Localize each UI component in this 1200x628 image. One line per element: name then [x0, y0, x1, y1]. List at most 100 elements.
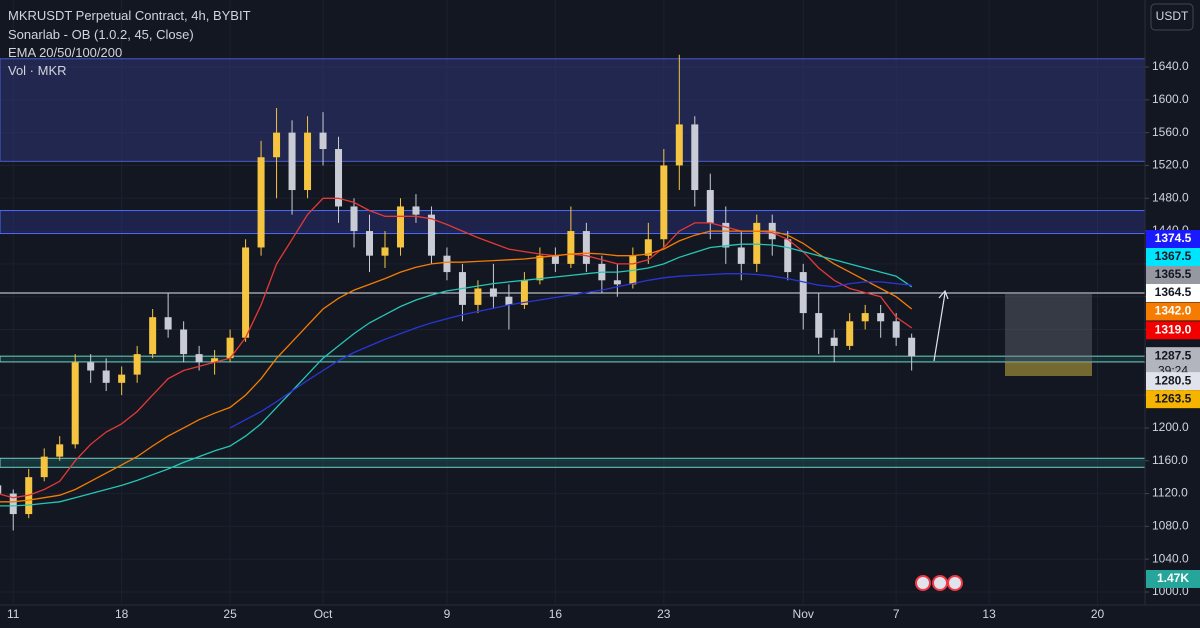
- ema-line: [0, 230, 913, 503]
- indicator-label: Vol · MKR: [8, 63, 67, 78]
- candle-body: [195, 354, 203, 363]
- ema-line: [0, 243, 913, 507]
- price-label: 1365.5: [1155, 267, 1192, 281]
- arrow-head: [938, 289, 949, 300]
- candle-body: [180, 329, 188, 355]
- candle-body: [381, 247, 389, 256]
- x-tick-label: 23: [657, 607, 671, 621]
- y-tick-label: 1080.0: [1152, 519, 1189, 533]
- candle-body: [846, 321, 854, 346]
- x-tick-label: 20: [1091, 607, 1105, 621]
- volume-label-box: [1146, 570, 1200, 588]
- candle-body: [644, 239, 652, 256]
- x-tick-label: 13: [982, 607, 996, 621]
- candle-body: [40, 456, 48, 478]
- event-icons: [915, 575, 963, 591]
- y-tick-label: 1200.0: [1152, 420, 1189, 434]
- indicator-label: EMA 20/50/100/200: [8, 45, 122, 60]
- candle-body: [118, 374, 126, 383]
- candle-body: [660, 165, 668, 240]
- volume-label: 1.47K: [1157, 571, 1189, 585]
- y-tick-label: 1040.0: [1152, 551, 1189, 565]
- candle-body: [582, 231, 590, 264]
- price-label: 1374.5: [1155, 231, 1192, 245]
- candle-body: [288, 132, 296, 191]
- currency-button[interactable]: [1150, 3, 1194, 31]
- order-block: [0, 355, 1145, 363]
- order-block: [0, 457, 1145, 468]
- candle-body: [273, 132, 281, 158]
- price-label: 1367.5: [1155, 249, 1192, 263]
- candle-body: [226, 337, 234, 359]
- zones: [0, 58, 1145, 468]
- candle-body: [350, 206, 358, 232]
- event-icon[interactable]: [932, 575, 948, 591]
- candle-body: [304, 132, 312, 191]
- event-icon[interactable]: [915, 575, 931, 591]
- order-block: [0, 58, 1145, 162]
- price-label-box: [1146, 302, 1200, 321]
- price-label: 1263.5: [1155, 391, 1192, 405]
- price-label: 1319.0: [1155, 322, 1192, 336]
- candle-body: [722, 222, 730, 248]
- candle-body: [474, 288, 482, 305]
- candle-body: [102, 370, 110, 383]
- price-label: 1342.0: [1155, 304, 1192, 318]
- candle-body: [319, 132, 327, 150]
- candle-body: [211, 358, 219, 363]
- candle-body: [164, 317, 172, 330]
- price-label-box: [1146, 229, 1200, 248]
- price-label-box: [1146, 390, 1200, 409]
- candle-body: [536, 255, 544, 281]
- candle-body: [257, 157, 265, 248]
- candle-body: [520, 280, 528, 305]
- candle-body: [675, 124, 683, 166]
- x-tick-label: 7: [893, 607, 900, 621]
- candle-body: [799, 272, 807, 314]
- y-tick-label: 1640.0: [1152, 59, 1189, 73]
- candle-body: [56, 444, 64, 457]
- order-block: [0, 210, 1145, 235]
- price-label-box: [1146, 372, 1200, 391]
- y-tick-label: 1600.0: [1152, 92, 1189, 106]
- price-label: 1287.5: [1155, 348, 1192, 362]
- x-tick-label: 9: [444, 607, 451, 621]
- x-tick-label: Oct: [314, 607, 333, 621]
- x-tick-label: 11: [7, 607, 20, 621]
- candle-body: [861, 313, 869, 322]
- price-label-box: [1146, 283, 1200, 302]
- candle-body: [737, 247, 745, 264]
- candle-body: [412, 206, 420, 215]
- y-tick-label: 1520.0: [1152, 158, 1189, 172]
- arrow: [933, 292, 946, 362]
- currency-label: USDT: [1156, 9, 1189, 23]
- y-tick-label: 1160.0: [1152, 453, 1188, 467]
- chart-title: MKRUSDT Perpetual Contract, 4h, BYBIT: [8, 8, 251, 23]
- price-label-box: [1146, 265, 1200, 284]
- event-icon[interactable]: [947, 575, 963, 591]
- candle-body: [427, 214, 435, 256]
- y-tick-label: 1120.0: [1152, 486, 1188, 500]
- candle-body: [396, 206, 404, 248]
- candle-body: [613, 280, 621, 285]
- candle-body: [71, 362, 79, 445]
- y-tick-label: 1560.0: [1152, 125, 1189, 139]
- candle-body: [242, 247, 250, 338]
- indicator-label: Sonarlab - OB (1.0.2, 45, Close): [8, 27, 194, 42]
- candle-body: [892, 321, 900, 338]
- ema-line: [229, 273, 912, 429]
- plot: [0, 54, 1092, 531]
- candle-body: [551, 255, 559, 264]
- price-label-box: [1146, 247, 1200, 266]
- candle-body: [335, 149, 343, 207]
- candle-body: [830, 337, 838, 346]
- candle-body: [691, 124, 699, 191]
- candle-body: [0, 485, 2, 494]
- candle-body: [87, 362, 95, 371]
- y-tick-label: 1480.0: [1152, 190, 1189, 204]
- x-tick-label: 18: [115, 607, 129, 621]
- candle-body: [877, 313, 885, 322]
- x-tick-label: 25: [223, 607, 237, 621]
- candle-body: [443, 255, 451, 273]
